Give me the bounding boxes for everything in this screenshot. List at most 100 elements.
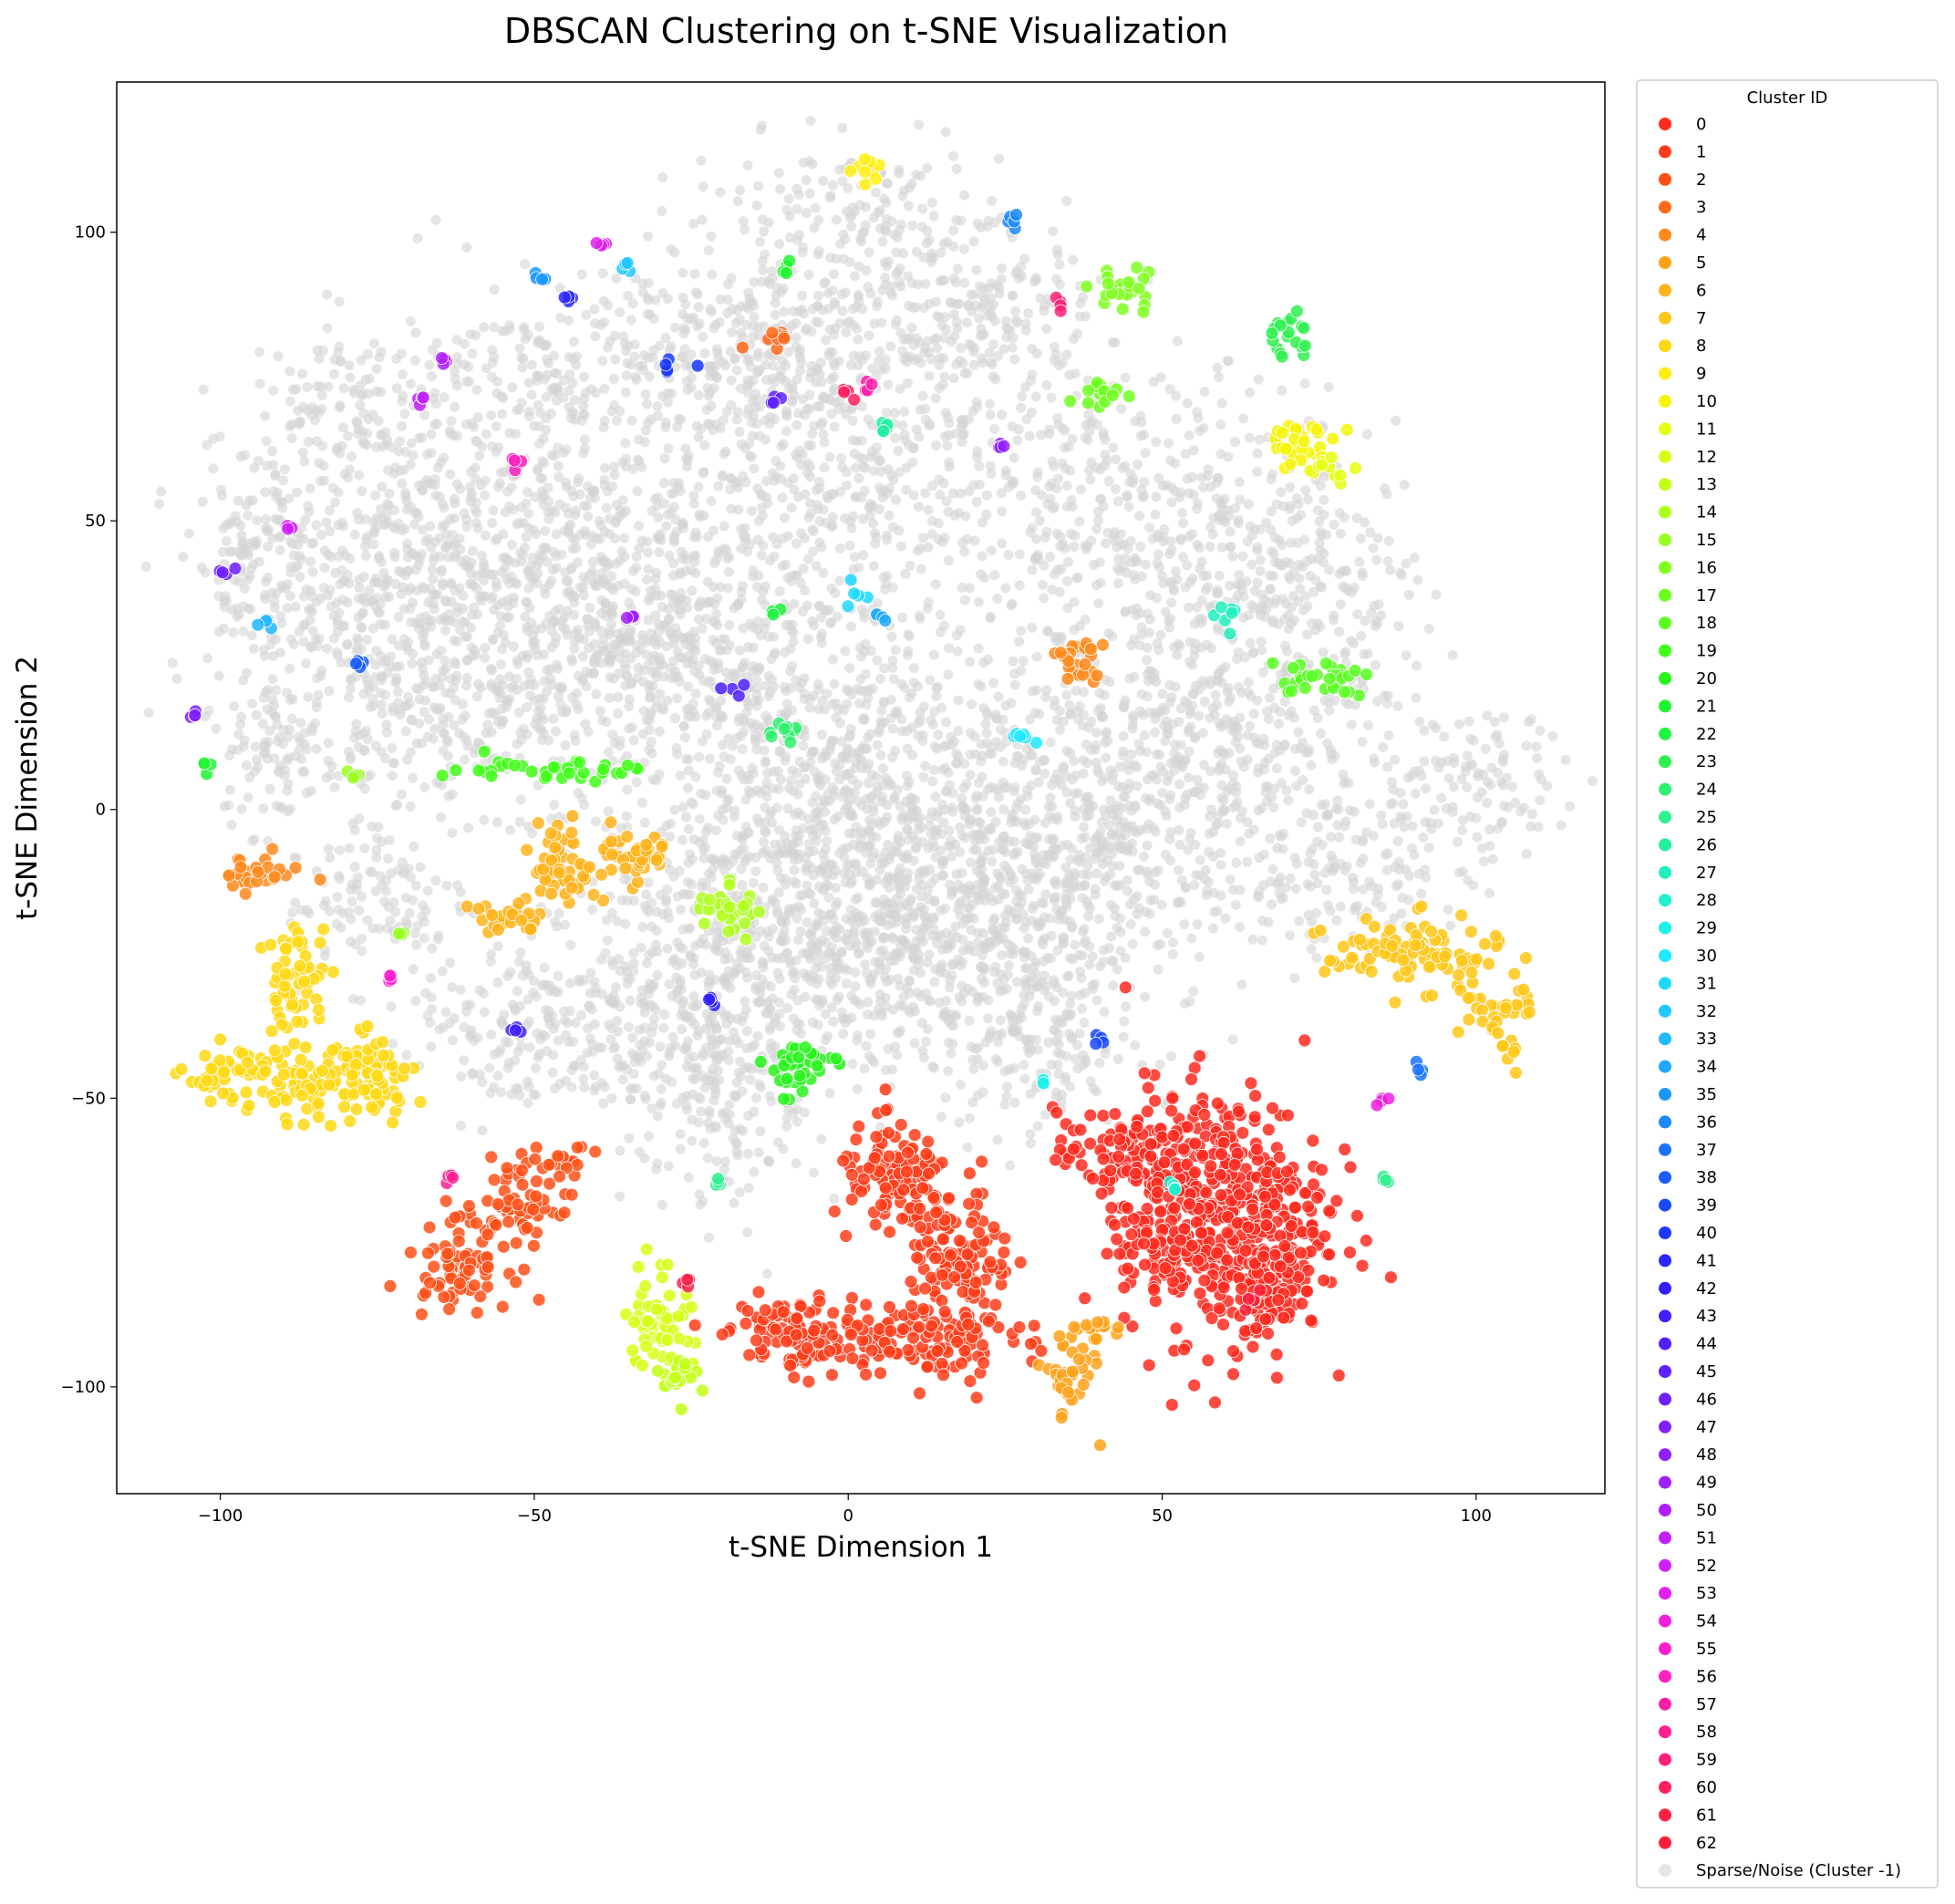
noise-point: [828, 1016, 839, 1027]
noise-point: [1199, 760, 1209, 771]
noise-point: [978, 878, 988, 889]
noise-point: [448, 682, 459, 693]
noise-point: [1231, 721, 1241, 731]
noise-point: [1216, 398, 1227, 409]
noise-point: [1006, 600, 1017, 611]
noise-point: [548, 713, 559, 724]
noise-point: [785, 682, 796, 693]
noise-point: [1104, 804, 1115, 815]
noise-point: [267, 674, 278, 685]
noise-point: [263, 572, 273, 583]
noise-point: [325, 585, 336, 595]
noise-point: [1189, 644, 1200, 655]
noise-point: [861, 699, 872, 710]
noise-point: [1149, 708, 1160, 719]
noise-point: [505, 682, 516, 693]
noise-point: [1074, 701, 1085, 712]
noise-point: [751, 1092, 761, 1103]
noise-point: [993, 931, 1004, 941]
noise-point: [990, 961, 1001, 972]
noise-point: [1189, 880, 1200, 891]
noise-point: [1164, 622, 1174, 633]
noise-point: [1271, 499, 1282, 510]
noise-point: [480, 475, 491, 486]
noise-point: [477, 567, 488, 578]
noise-point: [1023, 933, 1034, 944]
noise-point: [981, 509, 992, 520]
noise-point: [1120, 792, 1131, 802]
noise-point: [424, 616, 435, 626]
noise-point: [879, 697, 889, 708]
noise-point: [706, 697, 717, 707]
noise-point: [895, 801, 905, 812]
noise-point: [867, 363, 878, 374]
noise-point: [1239, 652, 1250, 663]
noise-point: [780, 755, 791, 766]
noise-point: [967, 1097, 978, 1108]
noise-point: [761, 476, 772, 487]
noise-point: [634, 521, 645, 532]
noise-point: [806, 440, 817, 451]
noise-point: [1034, 709, 1045, 719]
noise-point: [438, 728, 449, 739]
noise-point: [1255, 565, 1266, 576]
noise-point: [1319, 695, 1330, 706]
noise-point: [393, 698, 404, 708]
noise-point: [1009, 836, 1020, 847]
noise-point: [1412, 574, 1423, 585]
noise-point: [512, 658, 523, 669]
noise-point: [941, 717, 952, 728]
noise-point: [508, 504, 519, 515]
noise-point: [713, 810, 724, 821]
noise-point: [379, 619, 390, 630]
noise-point: [662, 695, 673, 706]
noise-point: [1076, 484, 1086, 495]
noise-point: [674, 478, 684, 489]
noise-point: [252, 515, 263, 526]
noise-point: [288, 639, 299, 649]
noise-point: [759, 837, 769, 847]
noise-point: [802, 554, 813, 564]
noise-point: [443, 791, 454, 802]
noise-point: [694, 614, 704, 625]
noise-point: [333, 487, 344, 498]
noise-point: [977, 750, 988, 761]
noise-point: [1112, 923, 1122, 933]
noise-point: [969, 535, 980, 546]
noise-point: [324, 686, 335, 697]
noise-point: [669, 804, 680, 815]
noise-point: [419, 584, 430, 595]
noise-point: [1190, 787, 1201, 798]
noise-point: [1192, 602, 1203, 613]
noise-point: [496, 719, 507, 730]
noise-point: [780, 512, 790, 523]
noise-point: [1012, 435, 1023, 446]
noise-point: [1407, 821, 1418, 832]
noise-point: [964, 903, 975, 914]
noise-point: [950, 429, 961, 440]
noise-point: [736, 586, 747, 597]
noise-point: [540, 588, 551, 599]
noise-point: [269, 596, 280, 607]
noise-point: [777, 561, 788, 571]
noise-point: [1034, 756, 1045, 767]
noise-point: [748, 642, 759, 653]
noise-point: [374, 607, 385, 618]
noise-point: [1009, 786, 1019, 797]
noise-point: [855, 834, 866, 845]
noise-point: [983, 845, 994, 856]
noise-point: [590, 331, 601, 342]
noise-point: [884, 850, 895, 861]
noise-point: [1209, 709, 1220, 720]
noise-point: [914, 874, 925, 885]
noise-point: [1293, 727, 1304, 738]
noise-point: [1045, 737, 1056, 748]
noise-point: [1048, 226, 1059, 237]
noise-point: [965, 770, 976, 781]
noise-point: [991, 737, 1002, 748]
noise-point: [536, 734, 547, 745]
noise-point: [814, 516, 825, 527]
noise-point: [1349, 638, 1360, 648]
noise-point: [797, 449, 808, 460]
noise-point: [960, 915, 971, 925]
